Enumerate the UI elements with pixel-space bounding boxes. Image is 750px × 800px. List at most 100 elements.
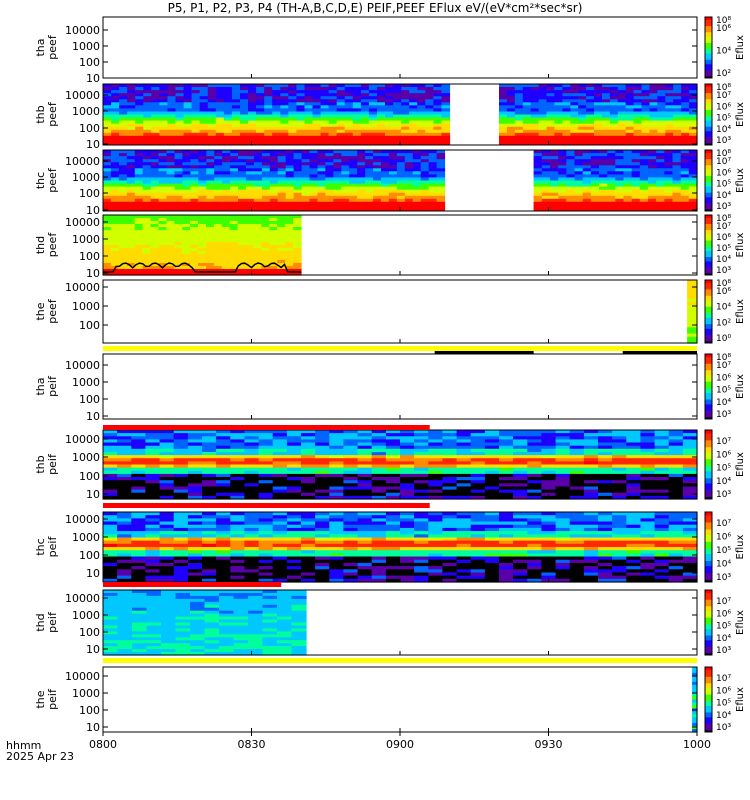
heat-cell [277,150,287,154]
heat-cell [566,192,576,197]
heat-cell [213,221,223,225]
heat-cell [664,174,674,178]
heat-cell [349,204,358,209]
heat-cell [555,436,571,440]
heat-cell [586,129,595,134]
heat-cell [285,239,294,243]
heat-cell [687,292,698,297]
heat-cell [214,150,223,154]
heat-cell [215,84,225,88]
heat-cell [145,527,161,532]
heat-cell [654,455,670,459]
heat-cell [436,153,446,157]
heat-cell [513,489,528,494]
heat-cell [373,156,382,160]
heat-cell [365,174,374,178]
heat-cell [333,159,342,163]
heat-cell [150,150,160,154]
heat-cell [365,192,374,197]
heat-cell [442,464,458,469]
heat-cell [566,195,576,200]
heat-cell [657,111,666,116]
heat-cell [569,489,585,494]
colorbar-cell [705,445,712,448]
heat-cell [401,102,410,106]
heat-cell [325,198,334,203]
heat-cell [633,126,643,131]
heat-cell [117,489,132,494]
heat-cell [456,455,472,459]
heat-cell [343,540,359,545]
heat-cell [110,242,120,246]
heat-cell [385,436,401,440]
heat-cell [253,242,262,246]
heat-cell [381,174,390,178]
heat-cell [131,439,146,444]
heat-cell [166,198,175,203]
heat-cell [158,195,168,200]
heat-cell [285,153,295,157]
heat-cell [240,120,249,125]
heat-cell [293,189,303,194]
heat-cell [202,455,217,459]
colorbar-cell [705,448,712,452]
heat-cell [315,489,330,494]
heat-cell [393,135,402,140]
heat-cell [301,569,316,574]
heat-cell [269,207,279,212]
heat-cell [317,198,326,203]
heat-cell [216,578,231,583]
heat-cell [371,515,387,519]
heat-cell [206,180,215,185]
heat-cell [119,120,128,125]
heat-cell [198,207,207,212]
colorbar-cell [705,123,712,126]
heat-cell [145,578,161,583]
colorbar-cell [705,322,712,325]
heat-cell [315,556,330,561]
heat-cell [633,108,643,112]
heat-cell [190,198,199,203]
heat-cell [377,123,386,128]
heat-cell [253,233,262,237]
heat-cell [586,96,595,100]
heat-cell [269,204,279,209]
heat-cell [127,132,136,137]
colorbar-cell [705,150,712,153]
heat-cell [672,162,682,166]
heat-cell [158,174,168,178]
heat-cell [206,189,215,194]
heat-cell [261,239,270,243]
heat-cell [360,129,370,134]
heat-cell [240,123,249,128]
colorbar-cell [705,283,712,286]
heat-cell [377,111,386,116]
heat-cell [222,180,231,185]
heat-cell [357,452,373,456]
heat-cell [470,483,486,487]
heat-cell [442,445,458,450]
heat-cell [198,150,207,154]
heat-cell [118,215,128,219]
heat-cell [341,201,350,206]
heat-cell [609,99,619,103]
heat-cell [229,269,239,273]
heat-cell [182,201,191,206]
heat-cell [329,521,344,526]
heat-cell [244,540,260,545]
heat-cell [187,537,203,542]
heat-cell [325,150,334,154]
heat-cell [145,470,161,475]
heat-cell [269,245,278,249]
heat-cell [615,159,625,163]
heat-cell [373,174,382,178]
heat-cell [656,192,665,197]
heat-cell [586,120,595,125]
heat-cell [441,99,451,103]
heat-cell [237,263,247,267]
heat-cell [639,159,649,163]
heat-cell [182,257,191,261]
y-label-line: peif [46,453,59,475]
heat-cell [336,123,346,128]
heat-cell [365,198,374,203]
